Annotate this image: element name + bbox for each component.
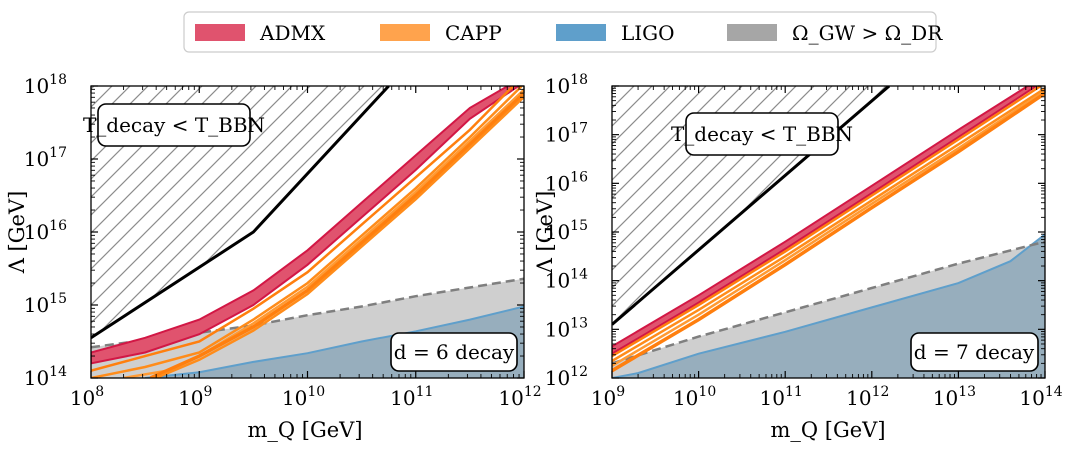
y-tick-label: 1014 [24,364,67,390]
capp-line [612,87,1045,363]
capp-line [91,86,515,372]
bbn-boundary-line [612,86,891,326]
x-tick-label: 1013 [933,384,976,410]
y-tick-label: 1015 [24,291,67,317]
capp-line [612,86,1042,358]
left-x-axis-label: m_Q [GeV] [247,418,362,442]
right-ticks: 109 1010 1011 1012 1013 101410121013101410151… [545,72,1063,410]
y-tick-label: 1014 [545,267,588,293]
x-tick-label: 1014 [1019,384,1062,410]
legend-swatch-admx [195,24,245,41]
svg-text:T_decay < T_BBN: T_decay < T_BBN [83,113,265,137]
x-tick-label: 109 [178,384,212,410]
legend: ADMX CAPP LIGO Ω_GW > Ω_DR [183,11,943,53]
right-bbn-label: T_decay < T_BBN [671,112,853,156]
ligo-line [612,233,1045,378]
legend-swatch-ligo [556,24,606,41]
x-tick-label: 1011 [390,384,433,410]
capp-line [612,89,1045,367]
ligo-line [144,305,524,378]
left-panel: 108 109 1010 1011 1012 1014 1015 1016 1017 1018 T… [5,72,542,442]
left-y-axis-label: Λ [GeV] [5,191,29,275]
svg-text:T_decay < T_BBN: T_decay < T_BBN [671,122,853,146]
capp-lines [91,86,524,378]
capp-line [612,91,1045,373]
y-tick-label: 1012 [545,364,588,390]
y-tick-label: 1017 [24,145,67,171]
legend-label-ligo: LIGO [621,21,675,45]
svg-text:d = 6 decay: d = 6 decay [394,340,515,364]
x-tick-label: 1012 [846,384,889,410]
x-tick-label: 1011 [760,384,803,410]
legend-label-capp: CAPP [445,21,502,45]
legend-swatch-gw [727,24,777,41]
y-tick-label: 1013 [545,315,588,341]
y-tick-label: 1018 [545,72,588,98]
capp-lines [612,86,1045,373]
x-tick-label: 1010 [673,384,716,410]
admx-band [91,86,521,365]
gw-dashed-line [612,240,1045,365]
right-panel: 109 1010 1011 1012 1013 101410121013101410151… [533,72,1063,442]
y-tick-label: 1017 [545,121,588,147]
left-ticks: 108 109 1010 1011 1012 1014 1015 1016 1017 1018 [24,72,542,410]
left-decay-label: d = 6 decay [390,332,518,372]
x-tick-label: 1010 [282,384,325,410]
capp-line [149,92,524,378]
left-bbn-label: T_decay < T_BBN [83,103,265,147]
right-decay-label: d = 7 decay [910,332,1039,372]
right-y-axis-label: Λ [GeV] [533,191,557,275]
capp-line [91,86,523,378]
svg-text:d = 7 decay: d = 7 decay [914,340,1035,364]
x-tick-label: 109 [591,384,625,410]
y-tick-label: 1016 [24,218,67,244]
bbn-boundary-line [91,86,390,340]
legend-label-gw: Ω_GW > Ω_DR [792,21,943,45]
x-tick-label: 1012 [498,384,541,410]
bbn-hatch-region [91,86,389,338]
capp-line [155,95,524,378]
right-x-axis-label: m_Q [GeV] [770,418,885,442]
legend-swatch-capp [380,24,430,41]
y-tick-label: 1018 [24,72,67,98]
x-tick-label: 108 [70,384,104,410]
legend-label-admx: ADMX [259,21,326,45]
admx-band [612,86,1039,355]
